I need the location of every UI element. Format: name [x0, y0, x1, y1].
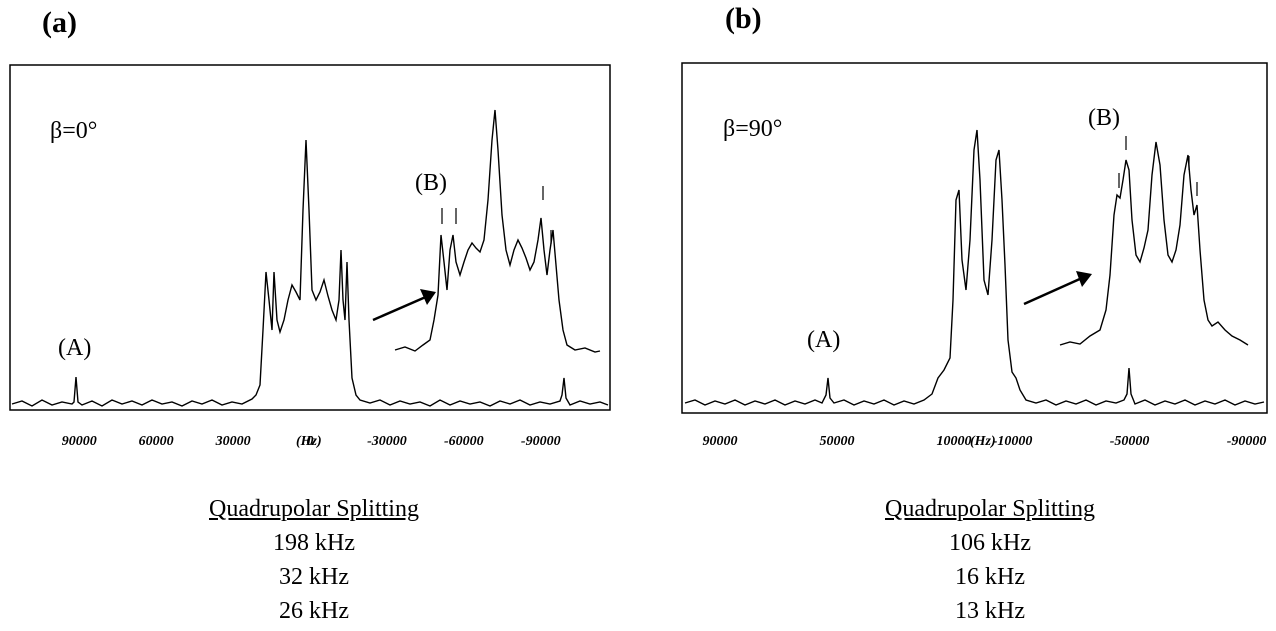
- beta-b-text: β=90°: [723, 116, 782, 142]
- panel-a-label: (a): [42, 6, 77, 39]
- caption-a: Quadrupolar Splitting 198 kHz 32 kHz 26 …: [134, 492, 494, 628]
- caption-b-line: 13 kHz: [955, 598, 1025, 624]
- x-tick-label: -60000: [444, 434, 484, 449]
- spectrum-a-line: [11, 139, 609, 407]
- caption-b: Quadrupolar Splitting 106 kHz 16 kHz 13 …: [810, 492, 1170, 628]
- x-tick-label: -10000: [993, 434, 1033, 449]
- caption-b-line: 106 kHz: [949, 530, 1031, 556]
- x-tick-label: 90000: [62, 434, 97, 449]
- x-tick-label: 60000: [139, 434, 174, 449]
- arrow-a-head: [420, 289, 436, 305]
- x-tick-label: -30000: [367, 434, 407, 449]
- x-tick-label: 30000: [215, 434, 251, 449]
- x-tick-label: -90000: [521, 434, 561, 449]
- tick-marks-a: [441, 186, 552, 244]
- peak-a-a-label: (A): [58, 335, 91, 361]
- caption-a-heading: Quadrupolar Splitting: [209, 496, 419, 522]
- plot-b-frame: [681, 62, 1268, 414]
- tick-marks-b: [1118, 136, 1198, 196]
- peak-b-a-label: (B): [415, 170, 447, 196]
- x-ticks-a: 90000 60000 30000 0 -30000 -60000 -90000: [62, 434, 561, 449]
- caption-a-line: 26 kHz: [279, 598, 349, 624]
- spectrum-b-line: [684, 129, 1265, 406]
- x-tick-label: 0: [307, 434, 314, 449]
- beta-a-text: β=0°: [50, 118, 97, 144]
- x-unit-a-label: (Hz): [296, 434, 322, 449]
- peak-a-b-label: (A): [807, 327, 840, 353]
- plot-a: β=0° (A) (B) 90000 60000 30000 0 -30000 -6000…: [9, 64, 611, 449]
- arrow-a: [372, 294, 429, 322]
- plot-a-frame: [9, 64, 611, 411]
- inset-b-a-line: [394, 109, 601, 353]
- x-unit-b-label: (Hz): [970, 434, 996, 449]
- caption-b-line: 16 kHz: [955, 564, 1025, 590]
- arrow-b-head: [1076, 271, 1092, 287]
- inset-b-b-line: [1059, 141, 1249, 346]
- panel-b-label: (b): [725, 2, 762, 35]
- caption-a-line: 198 kHz: [273, 530, 355, 556]
- plot-b: β=90° (A) (B) 90000 50000 10000 -10000 -5000…: [681, 62, 1268, 449]
- x-tick-label: -90000: [1227, 434, 1267, 449]
- x-tick-label: 90000: [703, 434, 738, 449]
- x-axis-b: 90000 50000 10000 -10000 -50000 -90000 (Hz): [703, 434, 1267, 449]
- x-tick-label: 10000: [937, 434, 972, 449]
- caption-a-line: 32 kHz: [279, 564, 349, 590]
- x-tick-label: 50000: [820, 434, 855, 449]
- peak-b-b-label: (B): [1088, 105, 1120, 131]
- arrow-b: [1023, 276, 1083, 306]
- x-ticks-b: 90000 50000 10000 -10000 -50000 -90000: [703, 434, 1267, 449]
- spectra-figure: β=0° (A) (B) 90000 60000 30000 0 -30000 -6000…: [9, 62, 1268, 449]
- x-axis-a: 90000 60000 30000 0 -30000 -60000 -90000 (Hz): [62, 434, 561, 449]
- x-tick-label: -50000: [1110, 434, 1150, 449]
- caption-b-heading: Quadrupolar Splitting: [885, 496, 1095, 522]
